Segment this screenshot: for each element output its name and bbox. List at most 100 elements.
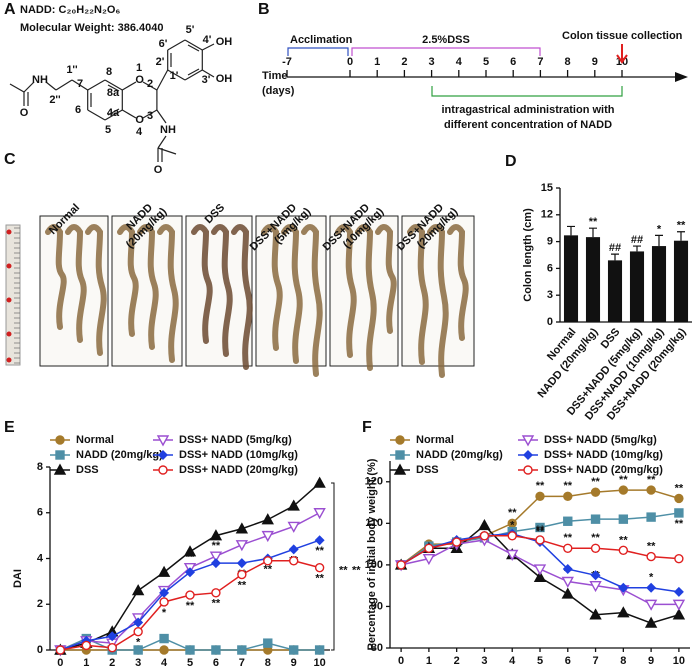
- marker: [563, 491, 573, 502]
- x-tick-label: 10: [673, 655, 685, 667]
- marker: [646, 485, 656, 495]
- marker: [235, 540, 249, 552]
- marker: [185, 645, 195, 655]
- marker: [672, 608, 686, 620]
- bond: [87, 109, 106, 121]
- marker: [618, 582, 629, 593]
- ruler-dot: [6, 331, 12, 337]
- y-tick-label: 15: [541, 182, 553, 194]
- colon: [447, 224, 469, 341]
- y-axis-label: DAI: [12, 569, 24, 588]
- marker: [287, 521, 300, 533]
- significance: **: [212, 540, 221, 552]
- day-label: 8: [565, 56, 571, 68]
- colon: [301, 224, 323, 377]
- marker: [617, 606, 630, 618]
- x-tick-label: 7: [592, 655, 598, 667]
- marker: [674, 553, 684, 564]
- y-tick-label: 0: [547, 316, 553, 328]
- x-tick-label: 4: [509, 655, 516, 667]
- colon: [335, 224, 357, 358]
- marker: [533, 570, 547, 583]
- marker: [210, 558, 221, 569]
- marker: [159, 587, 170, 598]
- time-label: Time: [262, 70, 287, 82]
- marker: [314, 562, 325, 573]
- y-tick-label: 110: [365, 517, 383, 529]
- marker: [156, 435, 170, 447]
- position-label: 4': [203, 34, 212, 46]
- marker: [673, 586, 684, 597]
- marker: [55, 645, 66, 655]
- legend-label: DSS: [76, 464, 99, 476]
- marker: [535, 522, 545, 533]
- position-label: 3': [202, 74, 211, 86]
- marker: [424, 543, 434, 553]
- administration-label: different concentration of NADD: [444, 119, 612, 131]
- collection-label: Colon tissue collection: [562, 30, 683, 42]
- marker: [185, 567, 195, 578]
- significance: **: [186, 552, 195, 564]
- error-bar: [611, 253, 619, 261]
- bond: [9, 83, 25, 93]
- dss-label: 2.5%DSS: [422, 34, 470, 46]
- bond: [187, 68, 200, 76]
- marker: [261, 513, 274, 525]
- panel-label: B: [258, 1, 270, 18]
- colon: [355, 224, 377, 371]
- colon: [117, 224, 139, 337]
- marker: [563, 516, 573, 526]
- day-label: 3: [429, 56, 435, 68]
- marker: [211, 588, 221, 598]
- y-tick-label: 3: [547, 289, 553, 301]
- marker: [618, 545, 629, 556]
- bond: [45, 81, 57, 91]
- y-tick-label: 2: [37, 598, 43, 610]
- day-label: 2: [401, 56, 407, 68]
- marker: [313, 476, 326, 488]
- y-tick-label: 6: [37, 507, 43, 519]
- x-tick-label: 5: [537, 655, 543, 667]
- bracket-label: **: [339, 564, 348, 576]
- legend-label: DSS+ NADD (5mg/kg): [179, 434, 292, 446]
- position-label: 7: [77, 78, 83, 90]
- bond: [202, 43, 215, 51]
- y-tick-label: 9: [547, 236, 553, 248]
- day-label: 5: [483, 56, 489, 68]
- legend-label: NADD (20mg/kg): [416, 449, 503, 461]
- bar: [563, 235, 579, 322]
- legend-label: Normal: [76, 434, 114, 446]
- colon: [261, 224, 283, 351]
- colon: [85, 224, 107, 356]
- legend-label: DSS: [416, 464, 439, 476]
- colon: [157, 224, 179, 363]
- marker: [618, 514, 629, 524]
- x-tick-label: 10: [314, 657, 326, 667]
- marker: [479, 531, 490, 541]
- day-label: 9: [592, 56, 598, 68]
- y-tick-label: 12: [541, 209, 553, 221]
- marker: [107, 643, 117, 653]
- significance: **: [647, 540, 656, 552]
- administration-bracket: [431, 86, 623, 97]
- x-tick-label: 2: [454, 655, 460, 667]
- y-axis-label: Colon length (cm): [522, 208, 534, 302]
- x-tick-label: 5: [187, 657, 193, 667]
- marker: [521, 435, 535, 447]
- marker: [314, 535, 325, 546]
- position-label: 6': [159, 38, 168, 50]
- marker: [236, 558, 247, 569]
- marker: [562, 564, 573, 575]
- ruler: [5, 224, 21, 366]
- marker: [133, 617, 144, 628]
- position-label: 5: [105, 124, 111, 136]
- time-arrow: [675, 72, 688, 82]
- marker: [133, 627, 143, 637]
- panel-label: A: [4, 1, 16, 18]
- x-tick-label: 8: [620, 655, 626, 667]
- marker: [55, 435, 65, 445]
- x-tick-label: 7: [239, 657, 245, 667]
- position-label: 2': [156, 56, 165, 68]
- marker: [589, 608, 602, 620]
